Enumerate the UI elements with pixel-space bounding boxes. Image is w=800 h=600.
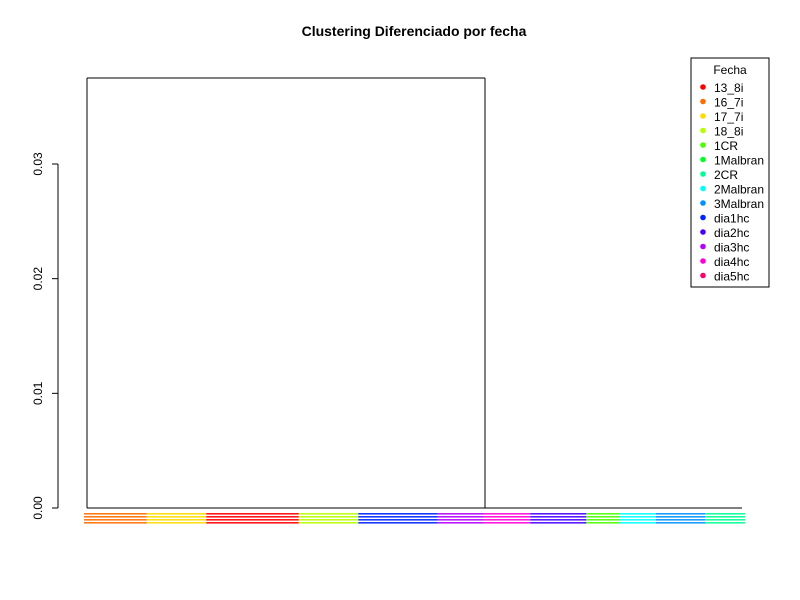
leaf-band-dia1hc <box>358 513 438 524</box>
legend-entry-label: dia3hc <box>714 241 749 255</box>
legend-swatch <box>700 258 706 264</box>
legend-entry-label: dia4hc <box>714 255 749 269</box>
legend-swatch <box>700 127 706 134</box>
leaf-band-dia3hc <box>437 513 484 524</box>
leaf-band-3malbran <box>655 513 706 524</box>
legend-entry-label: dia1hc <box>714 212 749 226</box>
y-tick-label: 0.03 <box>31 152 45 176</box>
legend-swatch <box>700 98 706 105</box>
legend-entry-label: dia5hc <box>714 270 749 284</box>
legend-swatch <box>700 200 706 206</box>
leaf-band-dia4hc <box>483 513 531 524</box>
legend: Fecha 13_8i16_7i17_7i18_8i1CR1Malbran2CR2… <box>690 57 770 288</box>
legend-entry-label: 13_8i <box>714 81 743 95</box>
leaf-band-17-7i <box>146 513 207 524</box>
legend-swatch <box>700 229 706 235</box>
chart-title: Clustering Diferenciado por fecha <box>302 23 527 39</box>
legend-entry-label: 17_7i <box>714 110 743 124</box>
legend-swatch <box>700 185 706 192</box>
legend-entry-label: dia2hc <box>714 226 749 240</box>
leaf-band-2cr <box>705 513 745 524</box>
legend-swatch <box>700 272 706 279</box>
legend-swatch <box>700 84 706 90</box>
legend-swatch <box>700 243 706 250</box>
leaf-band-1cr <box>586 513 620 524</box>
y-tick-label: 0.00 <box>31 496 45 520</box>
legend-swatch <box>700 214 706 221</box>
dendrogram-tree <box>86 77 742 509</box>
legend-title: Fecha <box>713 63 747 77</box>
y-tick-label: 0.01 <box>31 381 45 405</box>
legend-entry-label: 1Malbran <box>714 154 764 168</box>
legend-swatch <box>700 113 706 119</box>
leaf-color-bands <box>84 513 745 524</box>
y-tick-label: 0.02 <box>31 267 45 291</box>
legend-swatch <box>700 156 706 163</box>
leaf-band-13-8i <box>206 513 299 524</box>
legend-entry-label: 18_8i <box>714 125 743 139</box>
legend-entry-label: 3Malbran <box>714 197 764 211</box>
y-axis: 0.00 0.01 0.02 0.03 <box>31 152 59 520</box>
leaf-band-dia2hc <box>530 513 587 524</box>
legend-entry-label: 2Malbran <box>714 183 764 197</box>
leaf-band-16-7i <box>84 513 147 524</box>
leaf-band-18-8i <box>298 513 359 524</box>
legend-entry-label: 16_7i <box>714 96 743 110</box>
legend-swatch <box>700 171 706 177</box>
leaf-band-2malbran <box>619 513 656 524</box>
legend-entry-label: 2CR <box>714 168 738 182</box>
legend-entry-label: 1CR <box>714 139 738 153</box>
legend-swatch <box>700 142 706 148</box>
